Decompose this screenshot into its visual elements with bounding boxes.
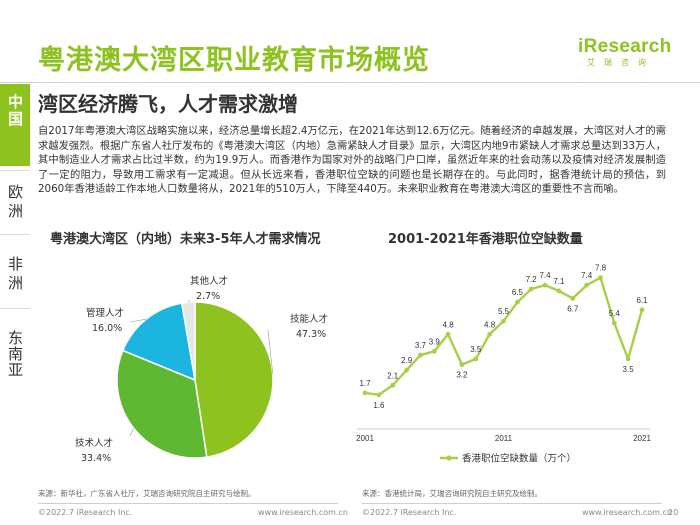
sidebar-item-europe[interactable]: 欧洲 [0, 184, 30, 222]
source-note-left: 来源：新华社，广东省人社厅，艾瑞咨询研究院自主研究与绘制。 [38, 489, 256, 498]
data-point [376, 392, 382, 398]
data-point [404, 367, 409, 373]
page-number: 20 [668, 508, 679, 517]
source-note-right: 来源：香港统计局，艾瑞咨询研究院自主研究及绘制。 [362, 489, 542, 498]
x-tick-label: 2011 [495, 434, 513, 443]
sidebar-item-label: 东南亚 [6, 330, 24, 378]
pie-chart-title: 粤港澳大湾区（内地）未来3-5年人才需求情况 [50, 232, 321, 247]
pie-slice-name: 管理人才 [86, 307, 124, 319]
footer-divider-right [362, 503, 662, 504]
data-label: 5.4 [609, 309, 621, 318]
data-label: 4.8 [443, 320, 455, 329]
data-label: 3.7 [415, 341, 427, 350]
footer-url-right[interactable]: www.iresearch.com.cn [582, 508, 672, 517]
x-tick-label: 2001 [356, 434, 374, 443]
data-point [584, 282, 589, 288]
sidebar-item-label: 中国 [6, 94, 24, 128]
sidebar-divider [0, 234, 30, 235]
data-label: 6.1 [636, 296, 648, 305]
series-line [364, 276, 644, 396]
data-label: 3.5 [623, 365, 635, 374]
data-label: 2.1 [387, 371, 399, 380]
data-label: 1.7 [359, 379, 371, 388]
data-label: 3.2 [456, 371, 468, 380]
pie-leader-line [129, 428, 134, 437]
pie-chart: 技能人才 47.3% 技术人才 33.4% 管理人才 16.0% 其他人才 2.7% [75, 275, 328, 464]
data-label: 4.8 [484, 320, 496, 329]
data-point [473, 356, 479, 362]
data-point [431, 348, 437, 354]
data-point [528, 286, 534, 292]
sidebar-item-label: 欧洲 [6, 184, 24, 222]
pie-slice [121, 302, 196, 382]
pie-slice-name: 其他人才 [190, 275, 228, 287]
pie-slice-name: 技术人才 [75, 437, 113, 449]
pie-slice [116, 349, 208, 459]
data-point [515, 299, 520, 305]
sidebar-item-southeast-asia[interactable]: 东南亚 [0, 330, 30, 378]
data-label: 6.7 [567, 304, 579, 313]
data-label: 7.4 [539, 271, 551, 280]
data-label: 3.5 [470, 345, 482, 354]
data-point [362, 390, 368, 396]
x-tick-label: 2021 [633, 434, 651, 443]
section-subtitle: 湾区经济腾飞，人才需求激增 [38, 92, 298, 116]
data-label: 7.2 [526, 275, 538, 284]
footer-url-left[interactable]: www.iresearch.com.cn [258, 508, 348, 517]
page-title: 粤港澳大湾区职业教育市场概览 [38, 45, 430, 76]
data-point [611, 320, 617, 326]
data-label: 6.5 [512, 288, 524, 297]
title-divider [0, 82, 700, 83]
data-label: 3.9 [429, 337, 441, 346]
legend-marker [446, 455, 452, 461]
data-label: 1.6 [373, 401, 385, 410]
data-point [639, 307, 645, 313]
pie-leader-line [188, 299, 191, 303]
iresearch-logo: iResearch 艾瑞咨询 [578, 36, 672, 68]
pie-slice-value: 33.4% [81, 453, 111, 464]
footer-divider-left [38, 503, 338, 504]
logo-wordmark: iResearch [578, 36, 672, 57]
data-point [459, 362, 465, 367]
sidebar-item-china[interactable]: 中国 [0, 84, 30, 166]
data-point [570, 296, 576, 301]
intro-paragraph: 自2017年粤港澳大湾区战略实施以来，经济总量增长超2.4万亿元，在2021年达… [38, 125, 666, 196]
data-label: 2.9 [401, 356, 413, 365]
legend-label: 香港职位空缺数量（万个） [462, 453, 576, 465]
data-point [598, 275, 603, 281]
pie-slice-name: 技能人才 [290, 313, 328, 325]
data-point [625, 356, 631, 362]
data-label: 5.5 [498, 307, 510, 316]
pie-leader-line [129, 318, 147, 323]
data-point [445, 331, 451, 337]
pie-slice [194, 301, 274, 458]
logo-subtext: 艾瑞咨询 [587, 58, 655, 67]
data-label: 7.1 [553, 277, 565, 286]
data-point [390, 382, 396, 388]
pie-slice [180, 301, 196, 381]
sidebar-divider [0, 170, 30, 171]
footer-copyright-left: ©2022.7 iResearch Inc. [38, 508, 133, 517]
line-chart: 1.71.62.12.93.7 3.94.83.23.54.85.56.57.2 7… [356, 264, 651, 465]
data-point [418, 352, 423, 358]
sidebar-item-label: 非洲 [6, 256, 24, 294]
data-point [487, 331, 492, 337]
data-point [556, 288, 562, 294]
pie-leader-line [267, 329, 274, 375]
pie-slice-value: 2.7% [196, 291, 220, 302]
data-point [542, 282, 548, 288]
footer-copyright-right: ©2022.7 iResearch Inc. [362, 508, 457, 517]
line-chart-title: 2001-2021年香港职位空缺数量 [388, 232, 583, 247]
pie-slice-value: 16.0% [92, 323, 122, 334]
data-point [501, 318, 506, 324]
sidebar-item-africa[interactable]: 非洲 [0, 256, 30, 294]
pie-slice-value: 47.3% [296, 329, 326, 340]
sidebar-divider [0, 308, 30, 309]
data-label: 7.4 [581, 271, 593, 280]
region-sidebar: 中国 欧洲 非洲 东南亚 [0, 84, 30, 384]
data-label: 7.8 [595, 264, 607, 273]
